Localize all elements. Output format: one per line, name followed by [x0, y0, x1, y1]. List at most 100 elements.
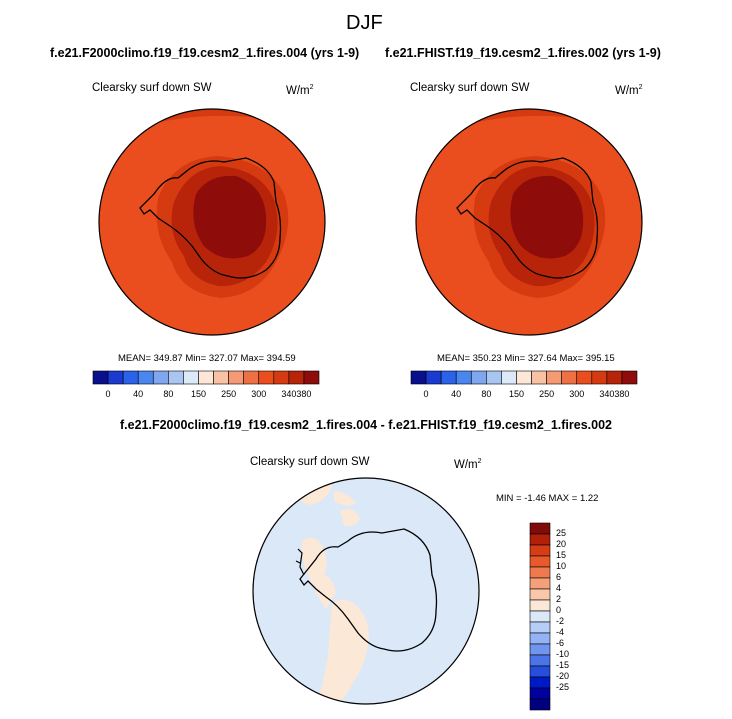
- panel-2-colorbar-box: [546, 370, 562, 385]
- diff-map: [252, 477, 480, 705]
- panel-1-colorbar-tick-label: 250: [221, 389, 237, 399]
- diff-colorbar-tick-label: -6: [556, 638, 565, 648]
- diff-colorbar-tick-label: -20: [556, 671, 570, 681]
- panel-1-map: [98, 108, 326, 336]
- panel-1-colorbar-box: [107, 370, 124, 385]
- panel-2-colorbar-tick-label: 380: [614, 389, 630, 399]
- panel-2-units-label: W/m2: [615, 84, 643, 97]
- diff-case-title: f.e21.F2000climo.f19_f19.cesm2_1.fires.0…: [120, 418, 612, 432]
- panel-2-colorbar-box: [531, 370, 547, 385]
- panel-1-colorbar-box: [288, 370, 305, 385]
- panel-1-colorbar-tick-label: 380: [296, 389, 312, 399]
- panel-1-colorbar-box: [198, 370, 214, 385]
- panel-1-colorbar-tick-label: 300: [251, 389, 267, 399]
- panel-2-colorbar-box: [591, 370, 608, 385]
- diff-colorbar-tick-label: 0: [556, 605, 562, 615]
- panel-2-colorbar-tick-label: 40: [451, 389, 462, 399]
- panel-2-colorbar-box: [516, 370, 532, 385]
- panel-1-colorbar-tick-label: 0: [105, 389, 111, 399]
- diff-colorbar-box: [529, 610, 551, 623]
- panel-2-colorbar-tick-label: 300: [569, 389, 585, 399]
- diff-stats: MIN = -1.46 MAX = 1.22: [496, 493, 599, 504]
- diff-colorbar-box: [529, 577, 551, 590]
- panel-2-variable-label: Clearsky surf down SW: [410, 82, 530, 94]
- panel-1-colorbar-ticks: 0 40 80 150 250 300 340 380: [93, 389, 319, 401]
- panel-1-colorbar-box: [137, 370, 154, 385]
- diff-colorbar-tick-label: -4: [556, 627, 565, 637]
- panel-2-colorbar-box: [455, 370, 472, 385]
- panel-2-colorbar-ticks: 0 40 80 150 250 300 340 380: [411, 389, 637, 401]
- panel-2-colorbar-tick-label: 150: [508, 389, 524, 399]
- diff-colorbar-box: [529, 522, 551, 535]
- diff-colorbar-tick-label: 4: [556, 583, 562, 593]
- panel-2-plateau-max: [510, 175, 584, 259]
- diff-colorbar-tick-label: 6: [556, 572, 562, 582]
- panel-2-colorbar-box: [561, 370, 578, 385]
- panel-2-colorbar-box: [576, 370, 593, 385]
- diff-colorbar-tick-label: -25: [556, 682, 570, 692]
- diff-peninsula-islands: [295, 548, 305, 576]
- diff-variable-label: Clearsky surf down SW: [250, 456, 370, 468]
- panel-1-units-label: W/m2: [286, 84, 314, 97]
- panel-1-variable-label: Clearsky surf down SW: [92, 82, 212, 94]
- panel-1-colorbar-box: [168, 370, 184, 385]
- diff-colorbar-ticks: 25 20 15 10 6 4 2 0 -2 -4 -6 -10 -15 -20 -25: [556, 523, 586, 710]
- panel-1-case-title: f.e21.F2000climo.f19_f19.cesm2_1.fires.0…: [50, 46, 360, 60]
- panel-2-colorbar-box: [501, 370, 517, 385]
- panel-1-colorbar-box: [303, 370, 320, 385]
- diff-colorbar-box: [529, 687, 551, 700]
- panel-2-colorbar-box: [621, 370, 638, 385]
- diff-colorbar-box: [529, 621, 551, 634]
- panel-2-coastline: [456, 157, 599, 279]
- diff-colorbar-tick-label: 20: [556, 539, 567, 549]
- diff-colorbar-tick-label: 15: [556, 550, 567, 560]
- diff-units-label: W/m2: [454, 458, 482, 471]
- diff-colorbar-tick-label: 10: [556, 561, 567, 571]
- panel-1-colorbar-box: [213, 370, 229, 385]
- panel-1-colorbar-box: [243, 370, 260, 385]
- panel-1-colorbar-box: [92, 370, 109, 385]
- diff-colorbar-box: [529, 555, 551, 568]
- panel-1-colorbar-tick-label: 150: [190, 389, 206, 399]
- diff-positive-patch-south: [316, 599, 369, 704]
- diff-positive-patch-north-2: [334, 491, 356, 506]
- panel-2-colorbar: [410, 370, 638, 385]
- panel-1-colorbar-box: [152, 370, 169, 385]
- diff-colorbar-box: [529, 676, 551, 689]
- diff-colorbar: [529, 522, 551, 711]
- panel-2-case-title: f.e21.FHIST.f19_f19.cesm2_1.fires.002 (y…: [385, 46, 661, 60]
- diff-map-border: [252, 477, 480, 705]
- panel-1-colorbar-tick-label: 80: [163, 389, 174, 399]
- diff-colorbar-box: [529, 599, 551, 612]
- panel-1-colorbar-box: [122, 370, 139, 385]
- panel-1-plateau-max: [193, 175, 267, 259]
- diff-positive-patch-peninsula: [301, 537, 336, 609]
- panel-1-stats: MEAN= 349.87 Min= 327.07 Max= 394.59: [118, 353, 296, 364]
- panel-1-colorbar-box: [273, 370, 290, 385]
- diff-colorbar-box: [529, 588, 551, 601]
- panel-1-coastline: [139, 157, 282, 279]
- panel-1-map-border: [98, 108, 326, 336]
- diff-colorbar-box: [529, 544, 551, 557]
- panel-1-colorbar-box: [183, 370, 199, 385]
- panel-2-map: [415, 108, 643, 336]
- panel-2-colorbar-box: [440, 370, 457, 385]
- diff-colorbar-tick-label: -2: [556, 616, 565, 626]
- panel-2-colorbar-box: [606, 370, 623, 385]
- panel-1-colorbar-tick-label: 340: [281, 389, 297, 399]
- panel-1-colorbar: [92, 370, 320, 385]
- panel-1-colorbar-box: [228, 370, 244, 385]
- panel-2-map-border: [415, 108, 643, 336]
- panel-2-colorbar-tick-label: 250: [539, 389, 555, 399]
- diff-ocean-field: [253, 478, 479, 704]
- diff-coastline: [299, 528, 438, 652]
- diff-colorbar-tick-label: 25: [556, 528, 567, 538]
- diff-colorbar-box: [529, 566, 551, 579]
- panel-2-colorbar-box: [425, 370, 442, 385]
- diff-colorbar-tick-label: -10: [556, 649, 570, 659]
- diff-colorbar-box: [529, 632, 551, 645]
- panel-2-colorbar-tick-label: 80: [481, 389, 492, 399]
- diff-colorbar-box: [529, 665, 551, 678]
- diff-positive-patch-small: [340, 509, 360, 527]
- panel-2-colorbar-box: [410, 370, 427, 385]
